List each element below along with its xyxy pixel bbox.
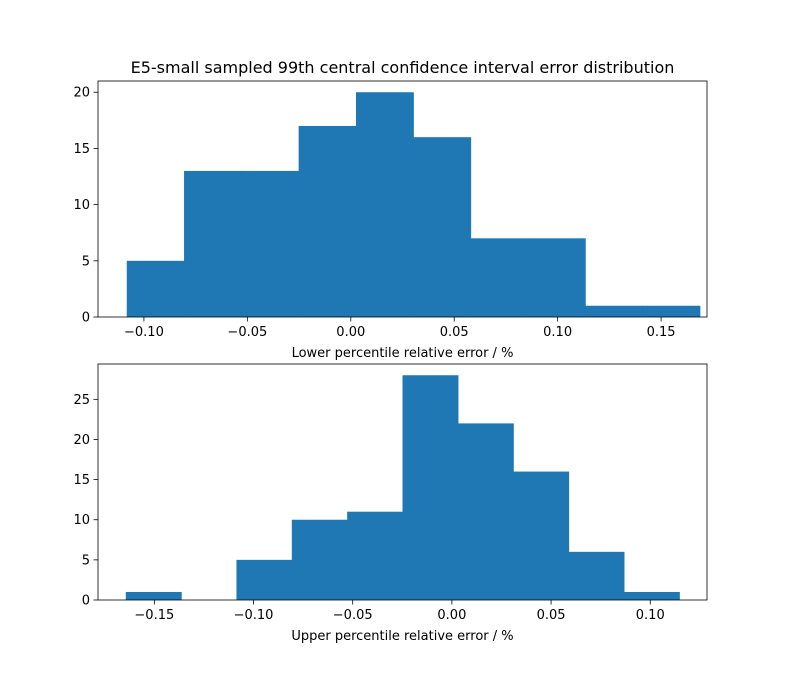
histogram-bar: [355, 92, 414, 317]
histogram-bar: [125, 591, 182, 600]
histogram-bar: [470, 238, 529, 317]
histogram-bar: [513, 471, 570, 600]
histogram-bar: [347, 511, 404, 600]
x-tick-label: −0.05: [333, 608, 373, 623]
y-tick-label: 15: [73, 142, 90, 157]
histogram-bar: [527, 238, 586, 317]
x-axis-label: Upper percentile relative error / %: [291, 629, 513, 644]
x-axis-label: Lower percentile relative error / %: [292, 346, 514, 361]
histogram-bar: [298, 125, 357, 317]
x-tick-label: 0.05: [440, 325, 469, 340]
y-tick-label: 10: [73, 513, 90, 528]
y-tick-label: 20: [73, 433, 90, 448]
histogram-bar: [184, 170, 242, 317]
chart-title: E5-small sampled 99th central confidence…: [131, 58, 675, 77]
histogram-bar: [623, 591, 680, 600]
x-tick-label: 0.05: [537, 608, 566, 623]
y-tick-label: 5: [82, 553, 90, 568]
x-tick-label: −0.05: [227, 325, 267, 340]
histogram-bar: [236, 559, 293, 600]
x-tick-label: 0.00: [437, 608, 466, 623]
histogram-bar: [585, 305, 644, 317]
x-tick-label: 0.00: [336, 325, 365, 340]
upper-histogram-panel: −0.10 −0.05 0.00 0.05 0.10 0.15 0 5 10 15 20 Lower …: [73, 58, 708, 361]
y-tick-label: 0: [82, 311, 90, 326]
axes-frame: [97, 80, 708, 318]
axes-frame: [97, 363, 708, 601]
histogram-bar: [126, 260, 185, 317]
x-tick-label: 0.15: [647, 325, 676, 340]
x-tick-label: −0.15: [134, 608, 174, 623]
y-tick-label: 25: [73, 393, 90, 408]
histogram-bar: [402, 375, 459, 600]
y-tick-label: 10: [73, 198, 90, 213]
x-tick-label: −0.10: [124, 325, 164, 340]
x-tick-label: −0.10: [234, 608, 274, 623]
histogram-bar: [457, 423, 514, 600]
y-tick-label: 20: [73, 86, 90, 101]
histogram-bar: [241, 170, 300, 317]
y-tick-label: 0: [82, 594, 90, 609]
histogram-bar: [642, 305, 701, 317]
x-tick-label: 0.10: [543, 325, 572, 340]
histogram-bar: [291, 519, 348, 600]
histogram-bar: [413, 137, 472, 317]
histogram-bar: [568, 551, 625, 600]
y-tick-label: 15: [73, 473, 90, 488]
lower-histogram-panel: −0.15 −0.10 −0.05 0.00 0.05 0.10 0 5 10 15 20 25 Upp…: [73, 363, 708, 644]
y-tick-label: 5: [82, 254, 90, 269]
x-tick-label: 0.10: [636, 608, 665, 623]
